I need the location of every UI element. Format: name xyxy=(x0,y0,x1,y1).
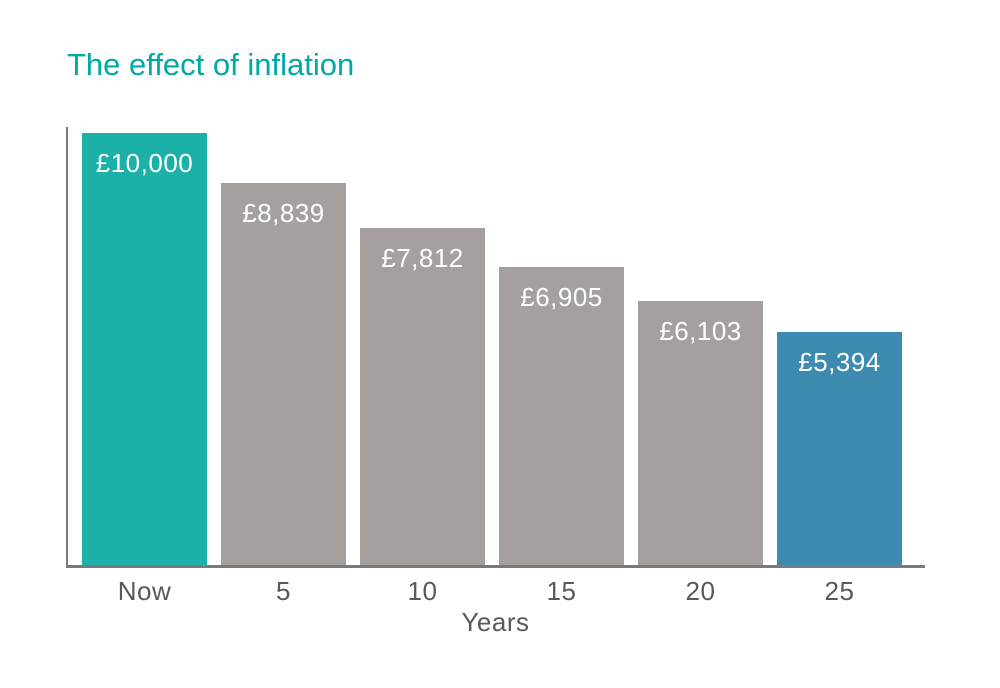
bar-value-label: £10,000 xyxy=(95,148,194,178)
chart-title: The effect of inflation xyxy=(67,47,355,82)
bar-value-label: £8,839 xyxy=(242,198,325,228)
x-tick-label-10: 10 xyxy=(407,576,438,606)
x-tick-label-25: 25 xyxy=(824,576,855,606)
x-tick-label-5: 5 xyxy=(276,576,291,606)
bar-Now: £10,000 xyxy=(82,133,207,565)
x-tick-label-15: 15 xyxy=(546,576,577,606)
bar-10: £7,812 xyxy=(360,228,485,565)
bar-5: £8,839 xyxy=(221,183,346,565)
bar-value-label: £6,103 xyxy=(659,316,742,346)
x-axis-title: Years xyxy=(461,607,530,637)
y-axis-line xyxy=(66,127,68,567)
bar-20: £6,103 xyxy=(638,301,763,565)
x-axis-line xyxy=(66,565,925,568)
bar-value-label: £7,812 xyxy=(381,243,464,273)
x-tick-label-20: 20 xyxy=(685,576,716,606)
bar-value-label: £5,394 xyxy=(798,347,881,377)
bar-25: £5,394 xyxy=(777,332,902,565)
bar-15: £6,905 xyxy=(499,267,624,565)
bar-value-label: £6,905 xyxy=(520,282,603,312)
x-tick-label-Now: Now xyxy=(117,576,172,606)
